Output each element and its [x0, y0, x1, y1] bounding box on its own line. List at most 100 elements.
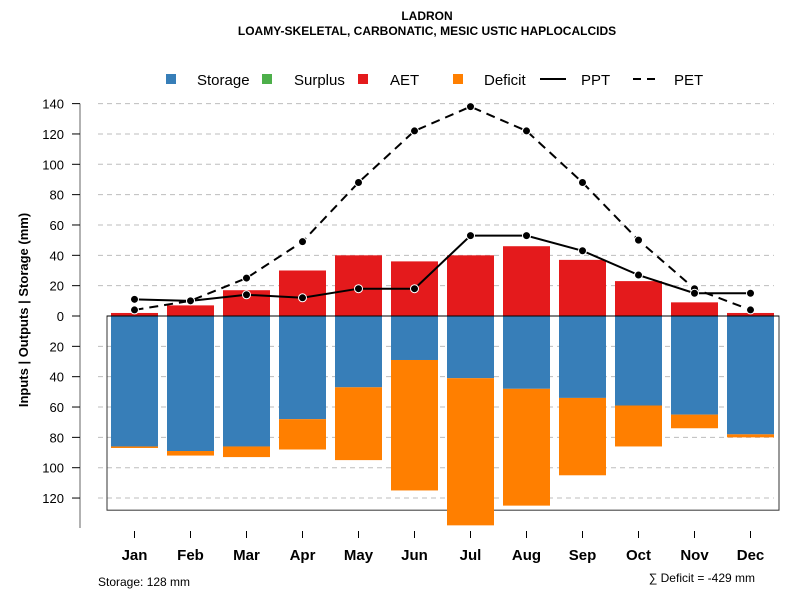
y-tick-label: 80	[50, 188, 64, 203]
lines	[130, 102, 755, 315]
ppt-point	[522, 231, 531, 241]
deficit-sum-annotation: ∑ Deficit = -429 mm	[649, 571, 755, 585]
pet-point	[522, 126, 531, 136]
ppt-point	[634, 270, 643, 280]
axes: 140 120 100 80 60 40 20 0 20 40 60 80 100 120 Jan Feb Ma…	[42, 97, 764, 564]
x-tick-label: Oct	[626, 547, 651, 564]
y-tick-label: 120	[42, 127, 64, 142]
ppt-point	[298, 293, 307, 303]
y-tick-label: 20	[50, 279, 64, 294]
y-tick-label: 80	[50, 430, 64, 445]
deficit-bar	[335, 387, 382, 461]
storage-bar	[671, 316, 718, 415]
aet-bar	[615, 281, 662, 316]
y-tick-label: 60	[50, 218, 64, 233]
legend-label-pet: PET	[674, 72, 703, 89]
deficit-bar	[727, 434, 774, 438]
legend-swatch-deficit	[453, 74, 463, 84]
x-tick-label: Apr	[290, 547, 316, 564]
y-tick-label: 140	[42, 97, 64, 112]
deficit-bar	[279, 419, 326, 450]
y-axis-label: Inputs | Outputs | Storage (mm)	[16, 213, 31, 407]
chart-subtitle: LOAMY-SKELETAL, CARBONATIC, MESIC USTIC …	[238, 24, 616, 38]
deficit-bar	[615, 405, 662, 447]
pet-point	[242, 273, 251, 283]
ppt-point	[410, 284, 419, 294]
legend-label-surplus: Surplus	[294, 72, 345, 89]
aet-bar	[279, 270, 326, 316]
aet-bar	[167, 305, 214, 316]
storage-bar	[223, 316, 270, 447]
ppt-point	[242, 290, 251, 300]
storage-bar	[391, 316, 438, 360]
storage-bar	[279, 316, 326, 420]
storage-bar	[335, 316, 382, 388]
x-tick-label: Sep	[569, 547, 597, 564]
y-tick-label: 100	[42, 461, 64, 476]
storage-annotation: Storage: 128 mm	[98, 575, 190, 589]
y-tick-label: 60	[50, 400, 64, 415]
x-tick-label: Mar	[233, 547, 260, 564]
y-tick-label: 40	[50, 370, 64, 385]
x-tick-label: Jul	[460, 547, 482, 564]
ppt-line	[134, 234, 751, 302]
y-tick-label: 0	[57, 309, 64, 324]
legend-swatch-surplus	[262, 74, 272, 84]
pet-point	[130, 305, 139, 315]
x-tick-label: Nov	[680, 547, 709, 564]
aet-bar	[447, 255, 494, 316]
ppt-point	[746, 288, 755, 298]
ppt-point	[354, 284, 363, 294]
pet-point	[410, 126, 419, 136]
ppt-point	[578, 246, 587, 256]
legend-swatch-aet	[358, 74, 368, 84]
pet-point	[746, 305, 755, 315]
deficit-bar	[167, 451, 214, 456]
bars	[107, 246, 779, 526]
deficit-bar	[111, 446, 158, 448]
deficit-bar	[671, 414, 718, 429]
storage-bar	[727, 316, 774, 435]
chart-title: LADRON	[401, 9, 452, 23]
legend-label-storage: Storage	[197, 72, 250, 89]
storage-bar	[111, 316, 158, 447]
legend-label-aet: AET	[390, 72, 419, 89]
y-tick-label: 20	[50, 339, 64, 354]
ppt-point	[186, 296, 195, 306]
x-tick-label: Jun	[401, 547, 428, 564]
deficit-bar	[503, 388, 550, 506]
legend: Storage Surplus AET Deficit PPT PET	[166, 72, 703, 89]
legend-label-ppt: PPT	[581, 72, 610, 89]
storage-bar	[615, 316, 662, 406]
storage-bar	[559, 316, 606, 398]
x-tick-label: Dec	[737, 547, 765, 564]
deficit-bar	[223, 446, 270, 458]
legend-swatch-storage	[166, 74, 176, 84]
legend-label-deficit: Deficit	[484, 72, 527, 89]
ppt-point	[130, 294, 139, 304]
y-tick-label: 120	[42, 491, 64, 506]
deficit-bar	[559, 397, 606, 476]
aet-bar	[503, 246, 550, 316]
pet-point	[354, 178, 363, 188]
storage-bar	[503, 316, 550, 389]
y-tick-label: 40	[50, 248, 64, 263]
pet-point	[298, 237, 307, 247]
ppt-point	[690, 288, 699, 298]
aet-bar	[559, 259, 606, 316]
pet-line	[134, 105, 751, 311]
storage-bar	[447, 316, 494, 379]
x-tick-label: May	[344, 547, 374, 564]
pet-point	[634, 235, 643, 245]
x-tick-label: Aug	[512, 547, 541, 564]
pet-point	[578, 178, 587, 188]
deficit-bar	[391, 359, 438, 491]
ppt-point	[466, 231, 475, 241]
aet-bar	[671, 302, 718, 316]
storage-bar	[167, 316, 214, 452]
pet-point	[466, 102, 475, 112]
x-tick-label: Jan	[122, 547, 148, 564]
deficit-bar	[447, 378, 494, 526]
aet-bar	[727, 312, 774, 316]
